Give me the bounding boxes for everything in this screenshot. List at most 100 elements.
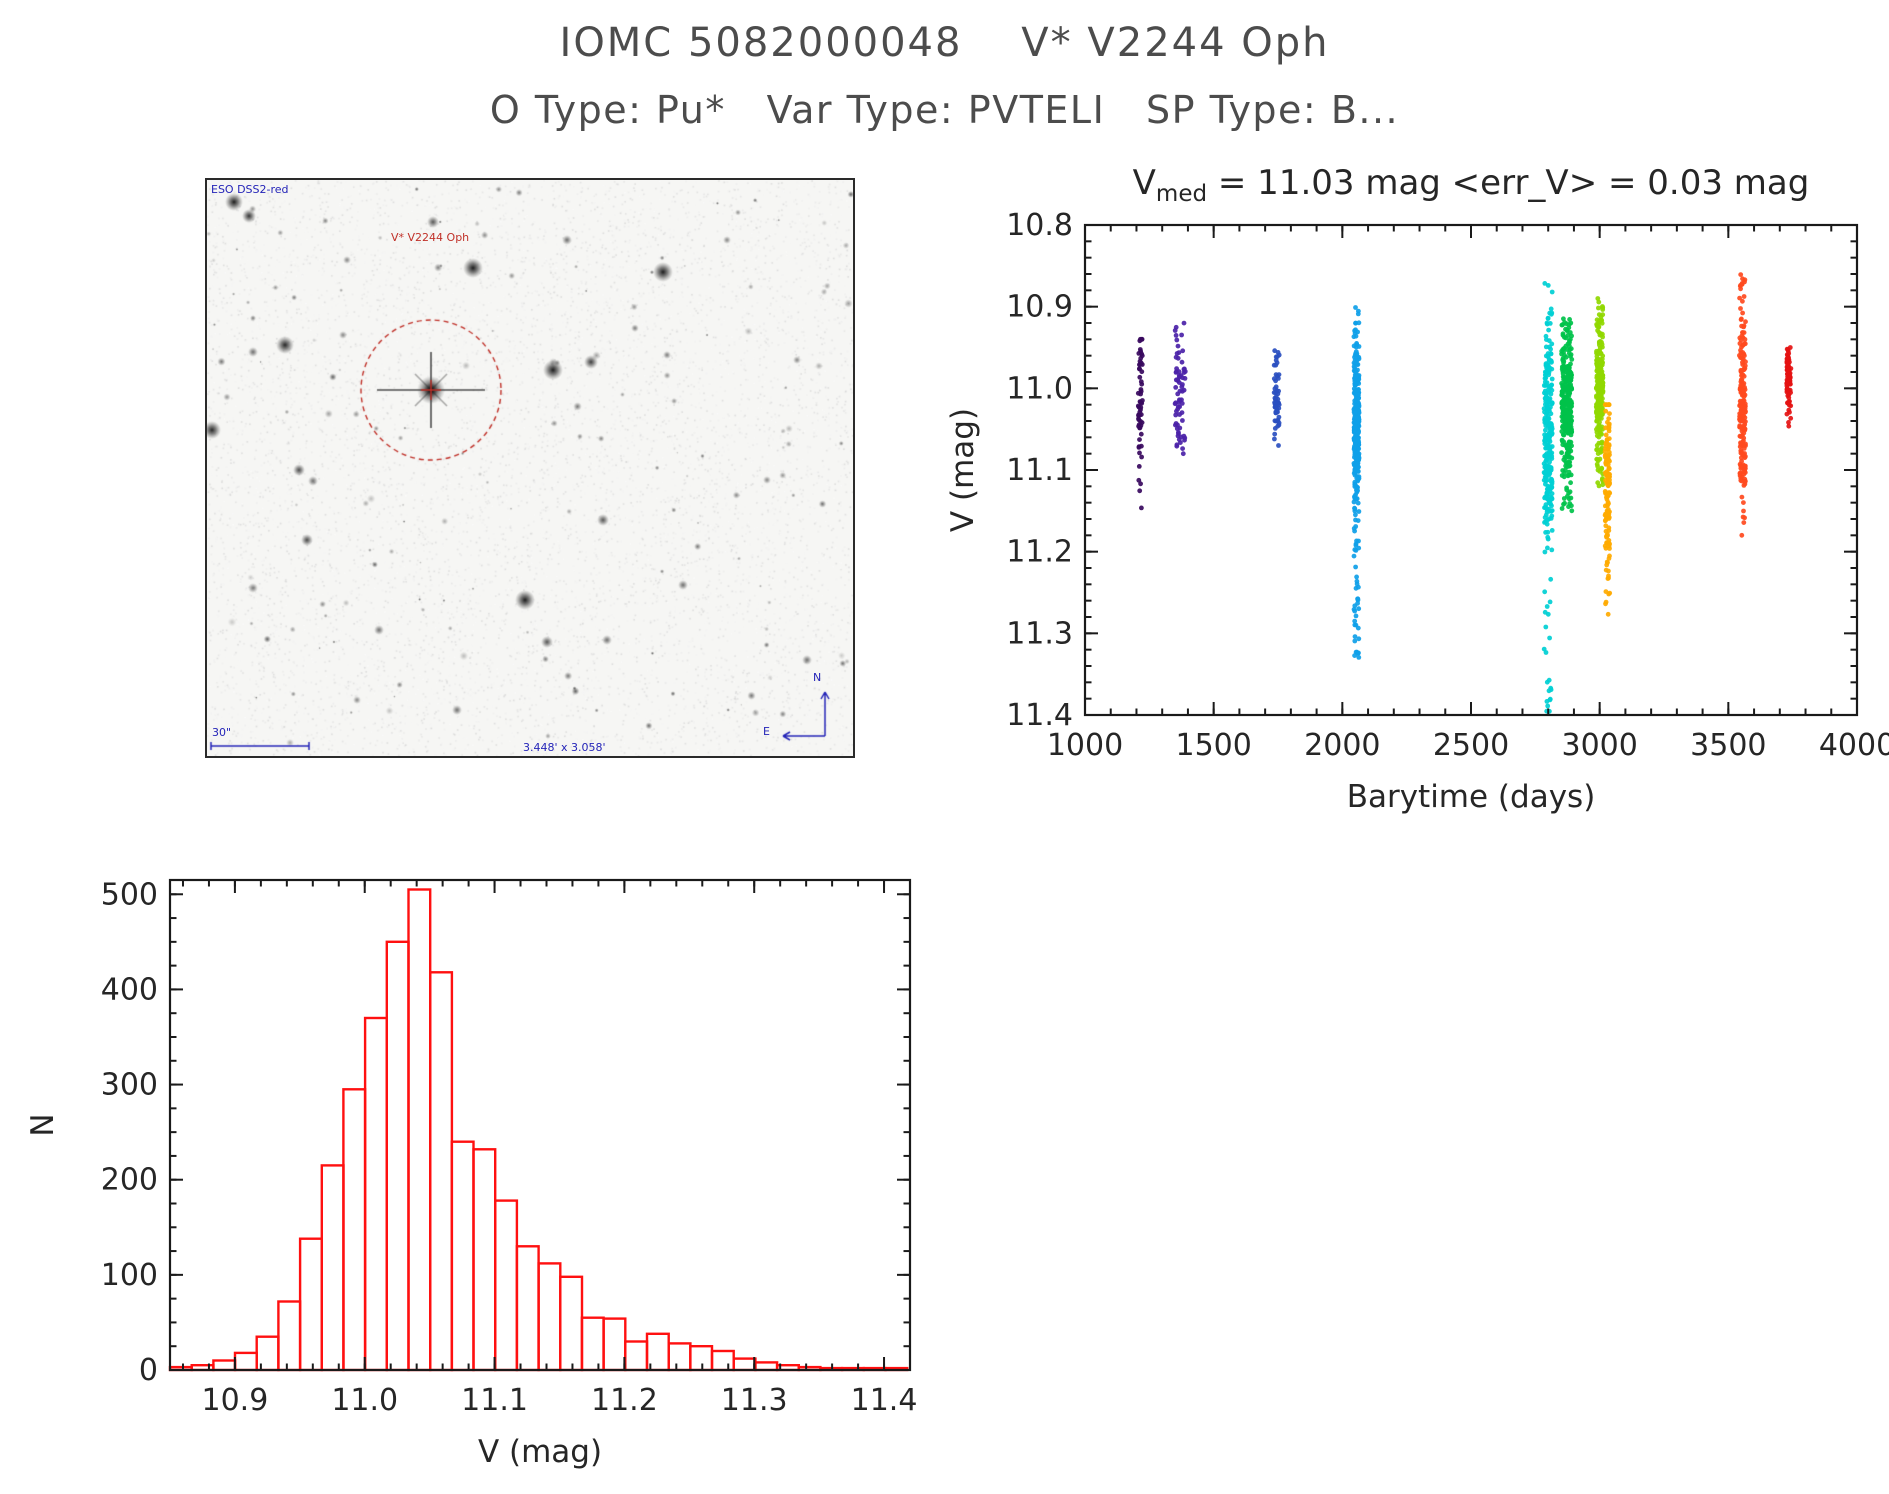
histogram-bar xyxy=(710,1349,735,1372)
data-point xyxy=(1597,468,1603,474)
data-point xyxy=(1548,306,1554,312)
data-point xyxy=(1274,388,1280,394)
data-point xyxy=(1602,452,1608,458)
data-point xyxy=(1138,407,1143,413)
data-point xyxy=(1737,398,1743,404)
data-point xyxy=(1605,576,1611,581)
data-point xyxy=(1356,606,1362,612)
data-point xyxy=(1565,332,1571,338)
data-point xyxy=(1549,547,1555,553)
data-point xyxy=(1606,528,1612,533)
data-point xyxy=(1181,433,1187,439)
data-point xyxy=(1785,382,1791,387)
histogram-bar xyxy=(580,1316,605,1372)
data-point xyxy=(1543,383,1548,388)
data-point xyxy=(1175,406,1181,412)
data-point xyxy=(1542,469,1548,475)
data-point xyxy=(1542,379,1548,385)
data-point xyxy=(1547,599,1553,605)
data-point xyxy=(1739,281,1745,287)
data-point xyxy=(1137,362,1142,368)
data-point xyxy=(1786,423,1792,429)
data-point xyxy=(1568,352,1574,357)
data-point xyxy=(1594,443,1600,448)
data-point xyxy=(1606,465,1612,471)
data-point xyxy=(1543,624,1549,630)
data-point xyxy=(1606,446,1611,451)
data-point xyxy=(1181,387,1187,393)
data-point xyxy=(1562,420,1568,426)
data-point xyxy=(1543,333,1549,339)
data-point xyxy=(1275,417,1281,423)
histogram-bar xyxy=(602,1317,627,1372)
data-point xyxy=(1173,385,1179,390)
data-point xyxy=(1604,437,1610,443)
data-point xyxy=(1786,395,1792,401)
data-point xyxy=(1355,392,1361,398)
data-point xyxy=(1600,331,1605,337)
histogram-bar xyxy=(342,1088,367,1372)
data-point xyxy=(1561,439,1567,445)
data-point xyxy=(1564,328,1570,334)
data-point xyxy=(1562,320,1567,325)
data-point xyxy=(1594,447,1599,453)
data-point xyxy=(1354,415,1359,420)
data-point xyxy=(1544,417,1550,423)
data-point xyxy=(1351,364,1357,369)
data-point xyxy=(1737,416,1742,422)
data-point xyxy=(1604,402,1610,408)
data-point xyxy=(1137,374,1143,380)
data-point xyxy=(1181,366,1187,372)
data-point xyxy=(1562,470,1567,476)
data-point xyxy=(1272,431,1278,437)
y-tick-label: 100 xyxy=(101,1258,158,1293)
histogram-bar xyxy=(212,1359,237,1372)
data-point xyxy=(1594,418,1599,424)
data-point xyxy=(1546,327,1551,333)
data-point xyxy=(1354,475,1360,481)
data-point xyxy=(1137,366,1142,372)
data-point xyxy=(1547,635,1552,641)
data-point xyxy=(1275,354,1280,359)
histogram-bar xyxy=(515,1245,540,1372)
data-point xyxy=(1353,564,1358,570)
data-point xyxy=(1594,408,1599,414)
data-point xyxy=(1604,457,1609,462)
data-point xyxy=(1742,426,1748,432)
data-point xyxy=(1594,361,1600,367)
data-point xyxy=(1565,347,1570,353)
data-point xyxy=(1352,618,1358,624)
data-point xyxy=(1788,415,1794,421)
data-point xyxy=(1742,337,1748,342)
data-point xyxy=(1548,497,1553,503)
data-point xyxy=(1595,463,1600,469)
data-point xyxy=(1353,542,1359,548)
histogram-bar xyxy=(385,940,410,1372)
data-point xyxy=(1561,501,1566,507)
data-point xyxy=(1352,638,1358,644)
x-axis-label: V (mag) xyxy=(478,1434,602,1470)
data-point xyxy=(1593,386,1599,391)
data-point xyxy=(1136,464,1142,469)
data-point xyxy=(1174,366,1179,371)
data-point xyxy=(1173,354,1179,360)
data-point xyxy=(1353,622,1359,628)
field-size-label: 3.448' x 3.058' xyxy=(523,741,606,754)
x-tick-label: 11.3 xyxy=(721,1383,788,1418)
data-point xyxy=(1355,600,1360,606)
data-point xyxy=(1568,346,1574,352)
data-point xyxy=(1137,437,1142,442)
data-point xyxy=(1543,519,1548,525)
data-point xyxy=(1176,437,1182,442)
data-point xyxy=(1353,305,1358,310)
data-point xyxy=(1549,311,1554,317)
data-point xyxy=(1567,371,1573,377)
data-point xyxy=(1786,376,1792,382)
data-point xyxy=(1545,399,1551,404)
data-point xyxy=(1559,401,1565,406)
data-point xyxy=(1737,470,1743,476)
data-point xyxy=(1606,591,1612,597)
data-point xyxy=(1137,450,1142,456)
data-point xyxy=(1180,446,1185,451)
data-point xyxy=(1740,360,1745,365)
